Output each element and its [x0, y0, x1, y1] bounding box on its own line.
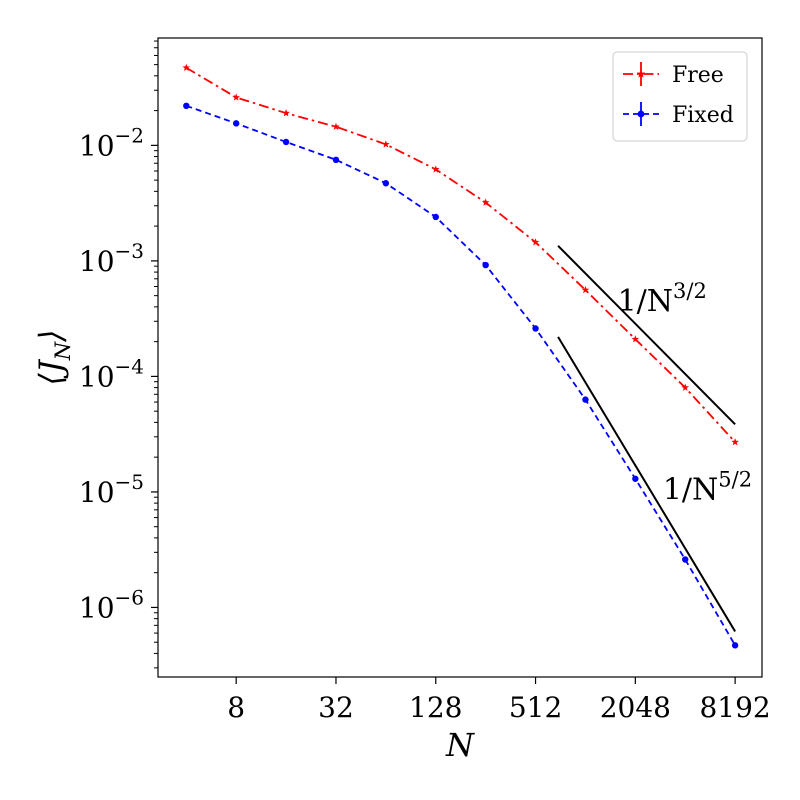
series-fixed-point	[282, 138, 290, 146]
series-fixed-point	[632, 475, 639, 482]
legend-fixed-marker	[637, 110, 645, 118]
reference-label-2: 1/N5/2	[663, 467, 752, 507]
x-tick-label: 32	[318, 691, 354, 724]
series-free-point	[681, 383, 690, 391]
legend-free-marker	[636, 69, 646, 78]
series-fixed-point	[532, 325, 539, 332]
y-tick-label: 10−3	[79, 239, 144, 278]
series-fixed-point	[183, 102, 190, 110]
legend: Free Fixed	[612, 51, 748, 142]
series-free-point	[581, 285, 590, 294]
legend-fixed-label: Fixed	[672, 103, 734, 128]
plot-layer: 1/N3/2 1/N5/2	[182, 63, 752, 649]
series-fixed-point	[731, 642, 739, 649]
series-free-point	[232, 93, 240, 101]
series-free-point	[481, 198, 490, 206]
series-free-point	[332, 122, 340, 130]
y-axis-title: ⟨JN⟩	[32, 329, 75, 385]
series-free-point	[182, 63, 191, 71]
series-free-point	[531, 238, 540, 246]
reference-label-1: 1/N3/2	[618, 279, 707, 319]
reference-line-1	[557, 245, 736, 426]
y-tick-label: 10−6	[79, 585, 144, 624]
series-free-point	[431, 165, 440, 173]
series-fixed-line	[185, 104, 736, 646]
reference-line-2	[557, 336, 736, 632]
axes-layer: 8 32 128 512 2048 8192 10−6 10−5 10−4 10−3 10−2 N ⟨J…	[32, 37, 771, 764]
series-fixed-point	[382, 180, 390, 187]
series-free-point	[631, 335, 640, 343]
y-tick-label: 10−2	[79, 123, 144, 162]
series-fixed-point	[582, 396, 589, 403]
series-fixed-point	[432, 213, 439, 221]
legend-free-label: Free	[672, 63, 724, 88]
series-fixed-point	[682, 556, 689, 563]
plot-frame	[157, 37, 763, 678]
x-tick-label: 8	[227, 691, 245, 724]
series-fixed-point	[482, 261, 489, 269]
x-tick-label: 2048	[600, 691, 671, 724]
x-tick-label: 8192	[699, 691, 770, 724]
series-free-point	[282, 109, 290, 117]
x-tick-label: 512	[509, 691, 562, 724]
series-fixed-point	[332, 156, 340, 164]
y-tick-label: 10−5	[79, 470, 144, 509]
series-free-point	[382, 140, 390, 148]
y-tick-label: 10−4	[79, 354, 144, 393]
series-fixed-point	[232, 120, 240, 127]
series-free-point	[731, 438, 739, 446]
x-axis-title: N	[445, 726, 475, 764]
x-tick-label: 128	[409, 691, 462, 724]
